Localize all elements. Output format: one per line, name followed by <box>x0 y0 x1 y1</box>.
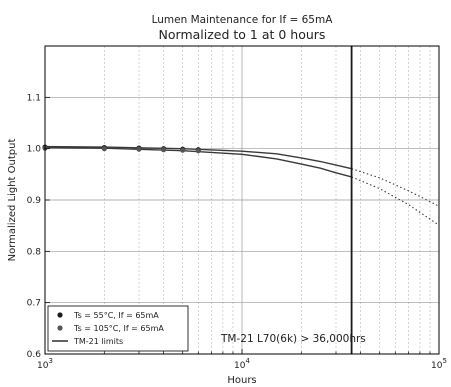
data-point <box>101 146 107 152</box>
legend: Ts = 55°C, If = 65mA Ts = 105°C, If = 65m… <box>47 305 189 352</box>
data-point <box>195 148 201 154</box>
legend-label: TM-21 limits <box>73 337 123 346</box>
legend-marker-swatch <box>57 325 63 331</box>
x-tick-label: 105 <box>431 357 447 371</box>
tm21-limit-curves <box>44 145 440 226</box>
x-axis-label: Hours <box>227 375 256 386</box>
data-point <box>136 146 142 152</box>
tm21-limit-curve-solid <box>44 146 352 178</box>
data-markers <box>42 144 201 154</box>
y-tick-label: 1.0 <box>27 145 42 155</box>
legend-box <box>47 305 189 352</box>
y-axis-label: Normalized Light Output <box>7 139 18 262</box>
x-tick-label: 103 <box>37 357 53 371</box>
x-tick-label: 104 <box>234 357 250 371</box>
y-tick-label: 0.6 <box>27 350 42 360</box>
y-axis-ticks: 0.6 0.7 0.8 0.9 1.0 1.1 <box>27 93 50 360</box>
data-point <box>161 147 167 153</box>
tm21-limit-curve-projection <box>351 176 440 226</box>
y-tick-label: 0.9 <box>27 196 42 206</box>
chart-title: Lumen Maintenance for If = 65mA <box>152 14 334 26</box>
y-tick-label: 0.8 <box>27 247 42 257</box>
legend-marker-swatch <box>57 312 63 318</box>
l70-annotation: TM-21 L70(6k) > 36,000hrs <box>220 333 366 345</box>
y-tick-label: 0.7 <box>27 299 41 309</box>
tm21-limit-curve-projection <box>351 168 440 207</box>
y-tick-label: 1.1 <box>27 93 41 103</box>
tm21-limit-curve-solid <box>44 145 352 170</box>
legend-label: Ts = 105°C, If = 65mA <box>73 324 164 333</box>
x-axis-ticks: 103 104 105 <box>37 349 447 371</box>
data-point <box>180 147 186 153</box>
legend-label: Ts = 55°C, If = 65mA <box>73 311 159 320</box>
chart-subtitle: Normalized to 1 at 0 hours <box>159 27 326 42</box>
